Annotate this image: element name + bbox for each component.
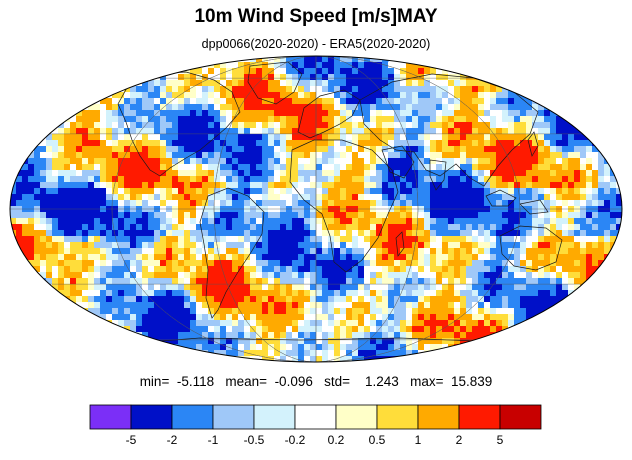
statistics-line: min= -5.118 mean= -0.096 std= 1.243 max=… (0, 374, 632, 389)
colorbar-label: -2 (166, 433, 178, 447)
colorbar-box (458, 404, 501, 430)
map-title: 10m Wind Speed [m/s]MAY (194, 6, 438, 27)
colorbar-box (89, 404, 132, 430)
std-label: std= (324, 374, 351, 389)
colorbar-box (212, 404, 255, 430)
colorbar-label: -0.5 (243, 433, 265, 447)
colorbar-label: 1 (414, 433, 422, 447)
map-boundary (9, 55, 623, 363)
max-value: 15.839 (451, 374, 493, 389)
min-label: min= (139, 374, 170, 389)
std-value: 1.243 (365, 374, 399, 389)
colorbar-box (417, 404, 460, 430)
colorbar-box (253, 404, 296, 430)
max-label: max= (410, 374, 444, 389)
colorbar-label: -0.2 (284, 433, 306, 447)
min-value: -5.118 (176, 374, 215, 389)
colorbar-label: 0.2 (327, 433, 345, 447)
colorbar-label: 2 (455, 433, 463, 447)
mean-label: mean= (225, 374, 268, 389)
colorbar-label: 0.5 (368, 433, 386, 447)
colorbar-box (335, 404, 378, 430)
mean-value: -0.096 (274, 374, 313, 389)
colorbar-label: 5 (496, 433, 504, 447)
graticule (10, 56, 622, 362)
colorbar-label: -1 (207, 433, 219, 447)
anomaly-field (10, 56, 622, 362)
colorbar-box (294, 404, 337, 430)
colorbar-box (499, 404, 542, 430)
colorbar-box (171, 404, 214, 430)
colorbar-box (376, 404, 419, 430)
map-subtitle: dpp0066(2020-2020) - ERA5(2020-2020) (201, 37, 431, 51)
colorbar-label: -5 (125, 433, 137, 447)
colorbar-box (130, 404, 173, 430)
